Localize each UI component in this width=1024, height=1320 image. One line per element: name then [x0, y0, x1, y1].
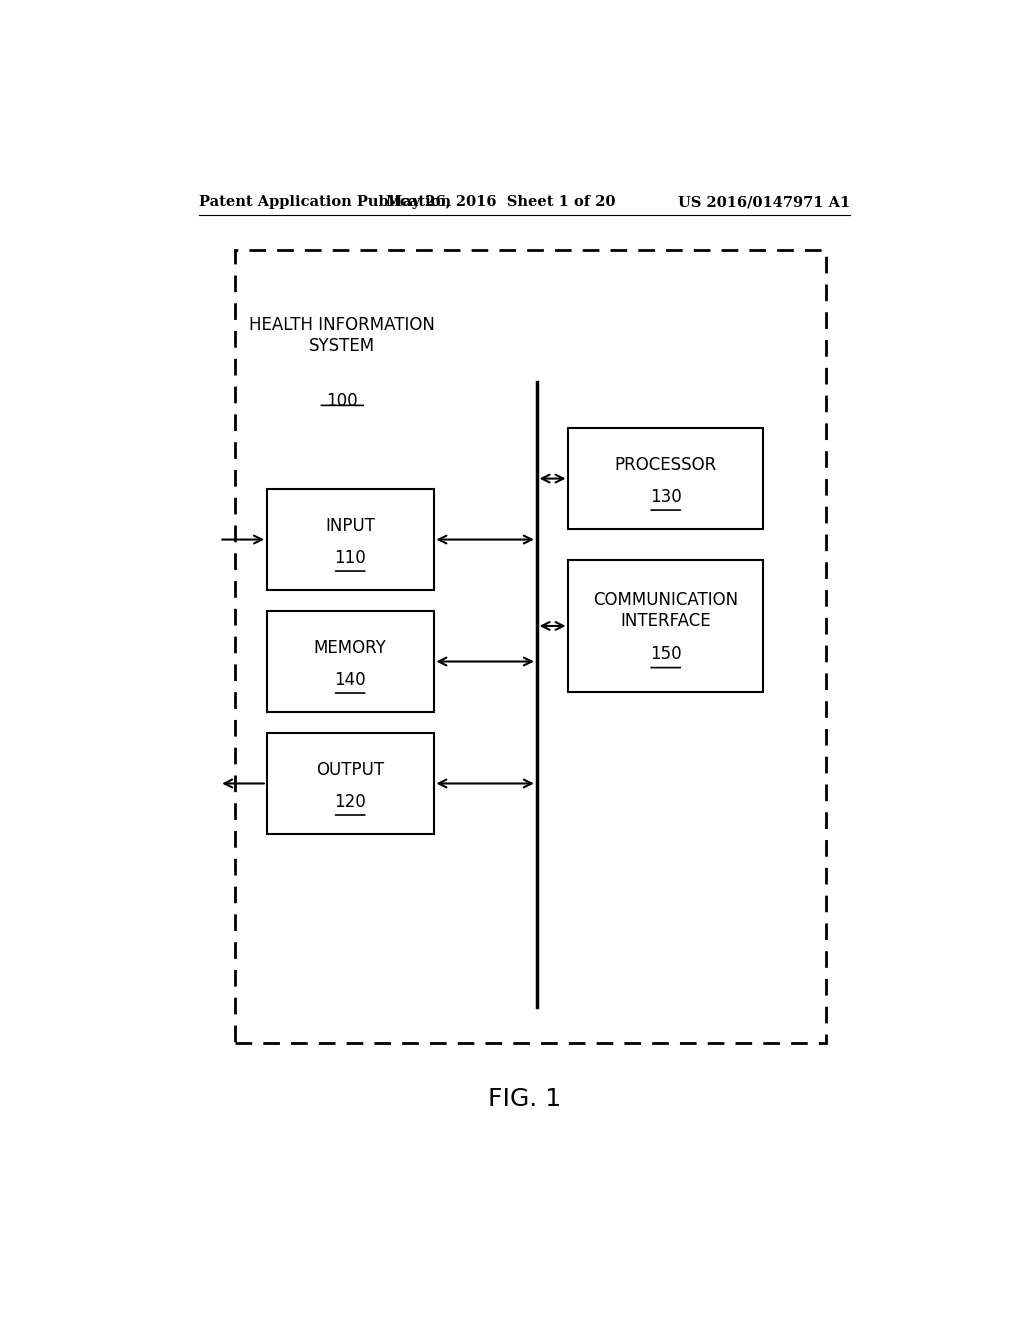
Text: 150: 150: [650, 645, 682, 664]
Text: COMMUNICATION
INTERFACE: COMMUNICATION INTERFACE: [593, 591, 738, 630]
Text: 140: 140: [335, 671, 366, 689]
Text: 130: 130: [650, 488, 682, 506]
Text: INPUT: INPUT: [326, 517, 375, 536]
Text: May 26, 2016  Sheet 1 of 20: May 26, 2016 Sheet 1 of 20: [386, 195, 615, 209]
Text: Patent Application Publication: Patent Application Publication: [200, 195, 452, 209]
Text: HEALTH INFORMATION
SYSTEM: HEALTH INFORMATION SYSTEM: [249, 315, 435, 355]
Text: 110: 110: [334, 549, 367, 566]
Text: PROCESSOR: PROCESSOR: [614, 457, 717, 474]
Bar: [267, 611, 433, 713]
Text: 100: 100: [327, 392, 358, 411]
Text: OUTPUT: OUTPUT: [316, 762, 384, 779]
Text: US 2016/0147971 A1: US 2016/0147971 A1: [678, 195, 850, 209]
Text: MEMORY: MEMORY: [313, 639, 387, 657]
Text: 120: 120: [334, 793, 367, 810]
Bar: [568, 428, 763, 529]
Bar: [568, 560, 763, 692]
Bar: [236, 249, 826, 1043]
Bar: [267, 488, 433, 590]
Text: FIG. 1: FIG. 1: [488, 1086, 561, 1110]
Bar: [267, 733, 433, 834]
